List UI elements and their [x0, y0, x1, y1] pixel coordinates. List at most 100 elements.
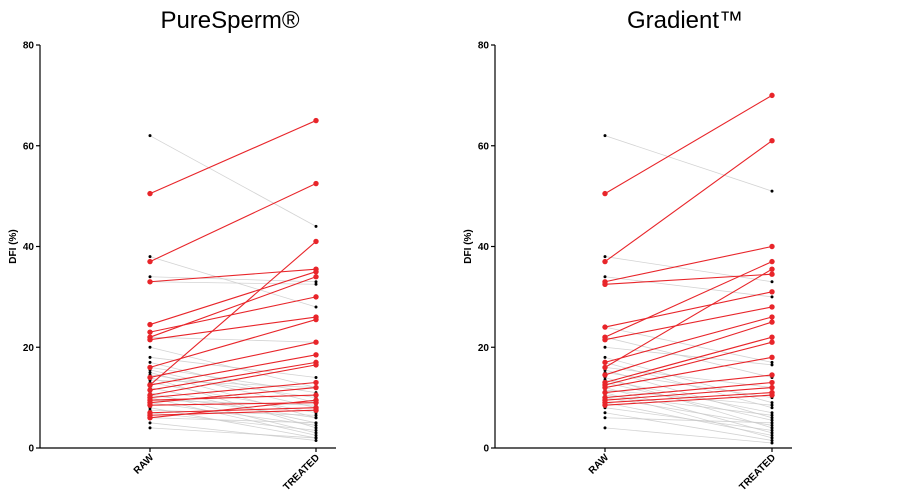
treated-point: [314, 280, 318, 284]
treated-highlight-point: [313, 352, 319, 358]
background-pair-line: [604, 326, 773, 363]
treated-point: [770, 401, 774, 405]
treated-point: [314, 431, 318, 435]
raw-highlight-point: [602, 281, 608, 287]
raw-point: [148, 421, 152, 425]
treated-point: [770, 411, 774, 415]
background-pair-line: [149, 399, 317, 406]
background-pair-line: [149, 369, 317, 409]
treated-highlight-point: [769, 258, 775, 265]
background-pair-line: [149, 427, 317, 439]
highlight-pair-line: [604, 261, 773, 338]
raw-highlight-point: [147, 321, 153, 328]
treated-highlight-point: [769, 266, 775, 272]
highlight-pair-line: [149, 364, 317, 396]
highlight-pair-line: [604, 245, 773, 283]
highlight-pair-line: [604, 392, 773, 404]
highlight-pair-line: [149, 296, 317, 333]
raw-point: [148, 360, 152, 364]
treated-point: [770, 403, 774, 407]
treated-highlight-point: [769, 372, 775, 378]
treated-point: [770, 416, 774, 420]
treated-point: [770, 363, 774, 367]
highlight-pair-line: [604, 381, 773, 399]
highlight-pair-line: [149, 387, 317, 404]
raw-highlight-point: [602, 324, 608, 330]
chart-panel-2: Gradient™ DFI (%) 0 20 40 60 80 RAW TREATED: [463, 7, 792, 493]
treated-highlight-point: [313, 362, 319, 368]
highlight-pair-line: [604, 291, 773, 328]
background-pair-line: [604, 392, 773, 439]
treated-point: [770, 438, 774, 442]
background-pair-line: [149, 387, 317, 424]
y-tick-label: 20: [23, 343, 35, 354]
raw-highlight-point: [147, 364, 153, 371]
chart-title: PureSperm®: [160, 7, 299, 34]
highlight-pair-line: [149, 407, 317, 414]
treated-point: [314, 413, 318, 417]
treated-highlight-point: [769, 304, 775, 310]
background-pair-line: [149, 379, 317, 388]
y-tick-label: 60: [23, 141, 35, 152]
highlight-pair-line: [604, 341, 773, 386]
treated-point: [770, 426, 774, 430]
highlight-pair-line: [149, 120, 317, 195]
highlight-pair-line: [604, 374, 773, 394]
treated-point: [314, 421, 318, 425]
x-tick-label: RAW: [132, 452, 157, 477]
background-pair-line: [604, 407, 773, 431]
y-axis-label: DFI (%): [463, 229, 474, 263]
raw-highlight-point: [602, 359, 608, 366]
raw-point: [603, 275, 607, 279]
raw-highlight-point: [602, 258, 608, 265]
treated-highlight-point: [769, 392, 775, 398]
treated-highlight-point: [769, 334, 775, 340]
highlight-pair-line: [149, 394, 317, 401]
highlight-pair-line: [149, 271, 317, 326]
raw-point: [148, 345, 152, 349]
treated-point: [770, 418, 774, 422]
treated-point: [314, 282, 318, 286]
highlight-pair-line: [149, 183, 317, 263]
raw-point: [603, 411, 607, 415]
treated-point: [770, 360, 774, 364]
background-pair-line: [149, 422, 317, 441]
y-tick-label: 20: [478, 343, 490, 354]
treated-highlight-point: [313, 339, 319, 345]
raw-highlight-point: [147, 382, 153, 388]
treated-highlight-point: [313, 407, 319, 413]
highlight-pair-line: [604, 387, 773, 401]
raw-highlight-point: [602, 389, 608, 396]
raw-highlight-point: [147, 190, 153, 197]
treated-highlight-point: [313, 117, 319, 124]
raw-highlight-point: [147, 329, 153, 335]
treated-point: [770, 280, 774, 284]
treated-point: [314, 423, 318, 427]
y-tick-label: 80: [478, 41, 490, 52]
highlight-pair-line: [149, 354, 317, 386]
raw-point: [148, 255, 152, 259]
highlight-pair-line: [604, 140, 773, 263]
highlight-pair-line: [149, 316, 317, 341]
raw-highlight-point: [602, 364, 608, 371]
raw-point: [603, 426, 607, 430]
raw-highlight-point: [147, 415, 153, 421]
background-pair-line: [604, 372, 773, 399]
y-tick-label: 0: [483, 444, 489, 455]
raw-highlight-point: [147, 402, 153, 408]
treated-highlight-point: [313, 316, 319, 323]
treated-highlight-point: [769, 92, 775, 99]
treated-point: [314, 438, 318, 442]
highlight-pair-line: [149, 241, 317, 386]
raw-highlight-point: [147, 387, 153, 393]
highlight-pair-line: [604, 268, 773, 368]
highlight-pair-line: [604, 321, 773, 376]
treated-point: [770, 431, 774, 435]
treated-point: [314, 428, 318, 432]
background-pair-line: [604, 397, 773, 426]
treated-point: [314, 375, 318, 379]
highlight-pair-line: [149, 268, 317, 283]
background-pair-line: [604, 417, 773, 424]
treated-highlight-point: [769, 314, 775, 320]
